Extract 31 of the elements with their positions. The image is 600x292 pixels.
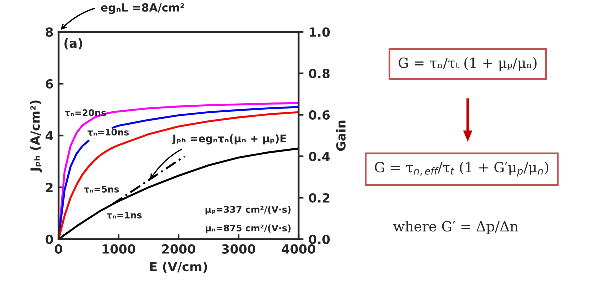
y2-tick-label: 1.0 xyxy=(310,28,330,38)
x-tick-label: 1000 xyxy=(102,244,136,254)
annotation: (a) xyxy=(64,38,82,50)
y-tick-label: 2 xyxy=(46,183,53,192)
y2-tick-label: 0.8 xyxy=(309,69,330,79)
text: egₙL =8A/cm² xyxy=(101,4,184,14)
x-tick-label: 3000 xyxy=(222,244,256,254)
y2-axis-title: Gain xyxy=(336,120,346,152)
y2-tick-label: 0.4 xyxy=(309,152,330,162)
series-label: τₙ=5ns xyxy=(84,186,120,193)
x-axis-title: E (V/cm) xyxy=(150,262,208,274)
y-tick-label: 6 xyxy=(46,79,54,89)
x-tick-label: 2000 xyxy=(162,244,196,254)
y2-tick-label: 0.6 xyxy=(309,110,330,120)
text: where G′ = Δp/Δn xyxy=(393,221,518,234)
x-tick-label: 0 xyxy=(55,244,63,254)
annotation: μₙ=875 cm²/(V·s) xyxy=(206,224,291,234)
annotation: μₚ=337 cm²/(V·s) xyxy=(206,206,291,215)
annotation: Jₚₕ =egₙτₙ(μₙ + μₚ)E xyxy=(172,134,286,145)
x-tick-label: 4000 xyxy=(282,244,316,254)
text: G = τₙ/τₜ (1 + μₚ/μₙ) xyxy=(398,58,537,71)
text: G = τ$_{n,eff}$/τ$_{t}$ (1 + G′μ$_{p}$/μ$_{n}$) xyxy=(375,162,549,177)
y-tick-label: 8 xyxy=(46,28,54,38)
y-axis-title: Jₚₕ (A/cm²) xyxy=(30,100,42,173)
y2-tick-label: 0.0 xyxy=(309,234,330,244)
series-label: τₙ=20ns xyxy=(64,110,106,116)
y2-tick-label: 0.2 xyxy=(309,193,330,203)
series-label: τₙ=10ns xyxy=(88,128,129,136)
series-label: τₙ=1ns xyxy=(106,212,142,219)
y-tick-label: 4 xyxy=(46,131,54,141)
y-tick-label: 0 xyxy=(46,234,54,244)
